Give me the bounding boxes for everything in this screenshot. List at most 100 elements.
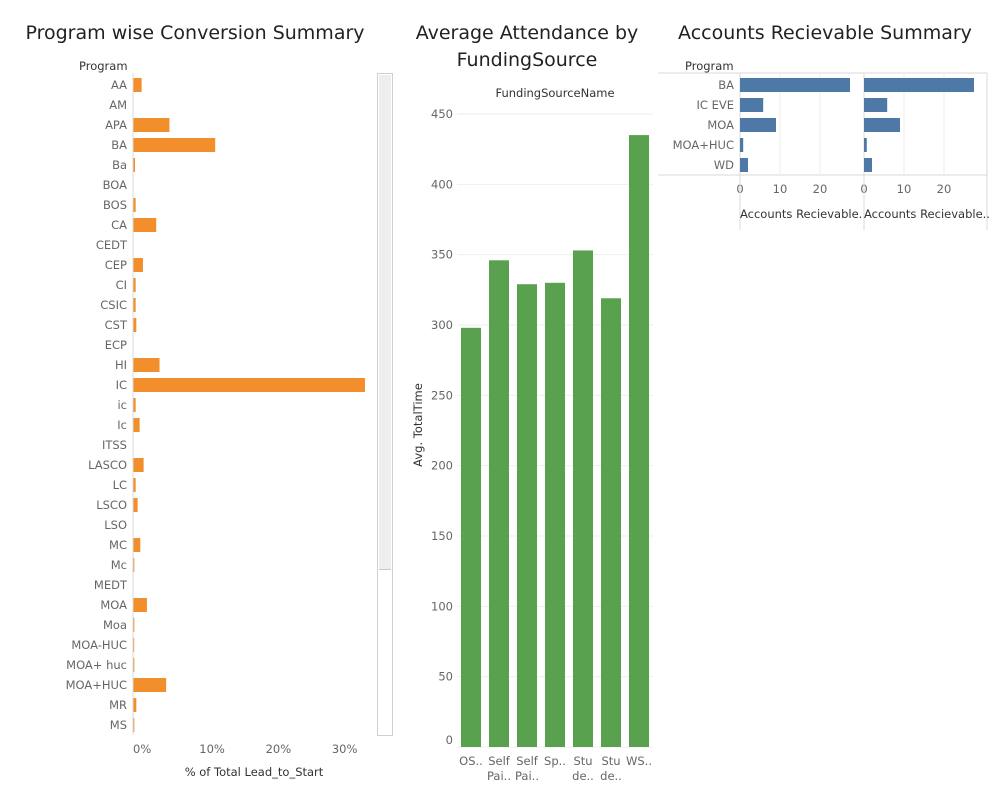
receivable-category-label: BA xyxy=(718,78,734,92)
conversion-category-label: AA xyxy=(111,78,127,92)
attendance-category-label: Self xyxy=(488,754,511,768)
conversion-bar xyxy=(133,278,136,292)
attendance-y-axis-title: Avg. TotalTime xyxy=(411,383,425,467)
attendance-y-tick-label: 0 xyxy=(446,733,453,747)
receivable-category-label: MOA xyxy=(707,118,734,132)
receivable-category-label: IC EVE xyxy=(697,98,734,112)
conversion-category-label: MR xyxy=(109,698,127,712)
conversion-bar xyxy=(133,138,216,152)
conversion-category-label: AM xyxy=(109,98,127,112)
conversion-scrollbar-thumb[interactable] xyxy=(379,75,391,570)
conversion-category-label: CA xyxy=(111,218,127,232)
conversion-bar xyxy=(133,118,170,132)
receivable-bar xyxy=(740,158,748,172)
conversion-bar xyxy=(133,298,136,312)
receivable-category-label: MOA+HUC xyxy=(673,138,734,152)
conversion-category-label: CEDT xyxy=(96,238,128,252)
conversion-category-label: BA xyxy=(111,138,127,152)
attendance-y-tick-label: 150 xyxy=(431,529,453,543)
conversion-category-label: LSO xyxy=(104,518,127,532)
conversion-category-label: IC xyxy=(116,378,127,392)
conversion-category-label: MS xyxy=(110,718,127,732)
conversion-category-label: CEP xyxy=(105,258,127,272)
conversion-category-label: BOS xyxy=(103,198,127,212)
conversion-chart: AA AM APA BA Ba BOA BOS CA CEDT CEP CI CSIC CST ECP HI… xyxy=(66,73,365,779)
conversion-bar xyxy=(133,198,136,212)
attendance-category-label: Self xyxy=(516,754,539,768)
receivable-bar xyxy=(740,98,764,112)
conversion-category-label: LC xyxy=(113,478,127,492)
attendance-chart: 0 50 100 150 200 250 300 350 400 450 Avg. TotalTim… xyxy=(411,107,653,783)
conversion-bar xyxy=(133,318,137,332)
conversion-category-label: Mc xyxy=(111,558,127,572)
conversion-category-label: MC xyxy=(109,538,127,552)
attendance-category-label: de.. xyxy=(572,769,594,783)
receivable-x-tick-label: 20 xyxy=(813,182,828,196)
conversion-bar xyxy=(133,498,138,512)
receivable-bar xyxy=(740,78,850,92)
attendance-bar xyxy=(629,135,649,748)
attendance-category-label: de.. xyxy=(600,769,622,783)
conversion-bar xyxy=(133,598,147,612)
conversion-category-label: LASCO xyxy=(88,458,127,472)
conversion-bar xyxy=(133,658,135,672)
attendance-y-tick-label: 300 xyxy=(431,318,453,332)
receivable-pane-title: Accounts Recievable.. xyxy=(864,207,990,221)
conversion-bar xyxy=(133,258,143,272)
attendance-bar xyxy=(489,260,509,747)
attendance-bar xyxy=(573,250,593,748)
conversion-bar xyxy=(133,158,135,172)
conversion-x-tick-label: 0% xyxy=(133,742,151,756)
conversion-bar xyxy=(133,398,136,412)
attendance-chart-title-line1: Average Attendance by xyxy=(415,22,639,44)
attendance-column-header: FundingSourceName xyxy=(495,86,615,100)
receivable-bar xyxy=(864,118,900,132)
conversion-x-tick-label: 10% xyxy=(199,742,225,756)
attendance-y-tick-label: 400 xyxy=(431,177,453,191)
attendance-y-tick-label: 250 xyxy=(431,388,453,402)
attendance-y-tick-label: 100 xyxy=(431,599,453,613)
conversion-category-label: MEDT xyxy=(94,578,128,592)
conversion-bar xyxy=(133,478,136,492)
attendance-bar xyxy=(601,298,621,747)
conversion-bar xyxy=(133,538,141,552)
attendance-bar xyxy=(545,282,565,747)
conversion-category-label: ITSS xyxy=(102,438,127,452)
conversion-bar xyxy=(133,698,137,712)
attendance-y-tick-label: 350 xyxy=(431,248,453,262)
conversion-category-label: CST xyxy=(105,318,128,332)
conversion-bar xyxy=(133,718,135,732)
conversion-bar xyxy=(133,618,135,632)
conversion-category-label: APA xyxy=(105,118,127,132)
attendance-category-label: Pai.. xyxy=(515,769,539,783)
conversion-category-label: BOA xyxy=(103,178,128,192)
attendance-bar xyxy=(517,284,537,747)
conversion-bar xyxy=(133,418,140,432)
receivable-bar xyxy=(864,138,867,152)
attendance-category-label: WS.. xyxy=(626,754,652,768)
conversion-bar xyxy=(133,378,365,392)
conversion-category-label: Ic xyxy=(117,418,127,432)
receivable-x-tick-label: 10 xyxy=(773,182,788,196)
conversion-chart-title: Program wise Conversion Summary xyxy=(25,22,365,44)
receivable-chart-title: Accounts Recievable Summary xyxy=(678,22,972,44)
conversion-category-label: MOA-HUC xyxy=(71,638,127,652)
conversion-category-label: MOA+ huc xyxy=(66,658,127,672)
conversion-category-label: HI xyxy=(115,358,127,372)
receivable-bar xyxy=(740,118,776,132)
conversion-x-axis-title: % of Total Lead_to_Start xyxy=(185,765,324,779)
conversion-x-tick-label: 20% xyxy=(266,742,292,756)
receivable-bar xyxy=(864,78,974,92)
attendance-category-label: Stu xyxy=(573,754,592,768)
conversion-bar xyxy=(133,358,160,372)
attendance-category-label: Stu xyxy=(601,754,620,768)
receivable-bar xyxy=(864,98,888,112)
attendance-y-tick-label: 200 xyxy=(431,459,453,473)
conversion-category-label: MOA+HUC xyxy=(66,678,127,692)
conversion-category-label: MOA xyxy=(100,598,127,612)
conversion-scrollbar[interactable] xyxy=(377,73,393,736)
conversion-row-header: Program xyxy=(79,59,128,73)
attendance-y-tick-label: 50 xyxy=(438,670,453,684)
attendance-y-tick-label: 450 xyxy=(431,107,453,121)
conversion-bar xyxy=(133,218,157,232)
